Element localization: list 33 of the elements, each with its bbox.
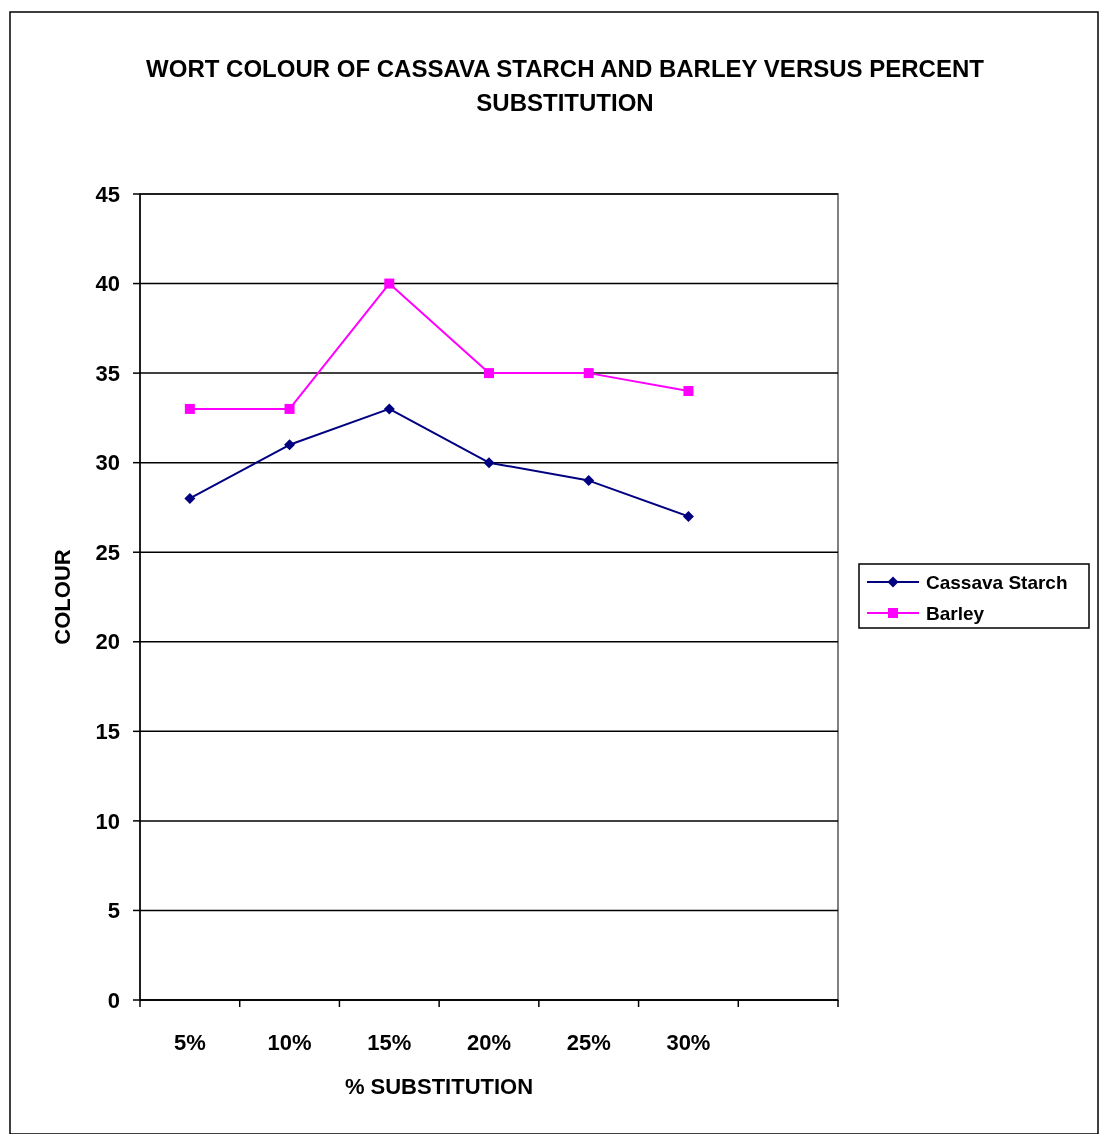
y-tick-label: 40 (95, 271, 120, 297)
point (484, 368, 494, 379)
point (284, 439, 296, 451)
x-tick-label: 5% (173, 1030, 206, 1055)
x-tick-label: 30% (666, 1030, 711, 1055)
x-axis-title: % SUBSTITUTION (344, 1074, 534, 1099)
y-axis-title: COLOUR (50, 549, 75, 645)
point (483, 457, 495, 469)
point (184, 492, 196, 504)
x-tick-label: 10% (267, 1030, 312, 1055)
y-tick-label: 0 (107, 987, 120, 1013)
legend-label: Barley (926, 602, 985, 624)
point (683, 386, 694, 397)
y-tick-label: 10 (95, 808, 120, 834)
x-tick-label: 25% (566, 1030, 611, 1055)
point (184, 403, 195, 414)
point (383, 403, 395, 415)
y-tick-label: 30 (95, 450, 120, 476)
x-tick-label: 20% (466, 1030, 512, 1055)
point (284, 403, 295, 414)
y-tick-label: 45 (95, 181, 120, 207)
point (384, 278, 395, 289)
point (583, 368, 594, 379)
y-tick-label: 15 (95, 719, 120, 745)
x-tick-label: 15% (367, 1030, 412, 1055)
point (682, 510, 694, 522)
y-tick-label: 20 (95, 629, 120, 655)
point (583, 475, 595, 487)
y-tick-label: 35 (95, 360, 120, 386)
legend-label: Cassava Starch (926, 571, 1068, 593)
y-tick-label: 25 (95, 539, 120, 565)
chart-title: WORT COLOUR OF CASSAVA STARCH AND BARLEY VERSUS PERCENT SUBSTITUTION (146, 55, 985, 116)
y-tick-label: 5 (107, 898, 120, 924)
